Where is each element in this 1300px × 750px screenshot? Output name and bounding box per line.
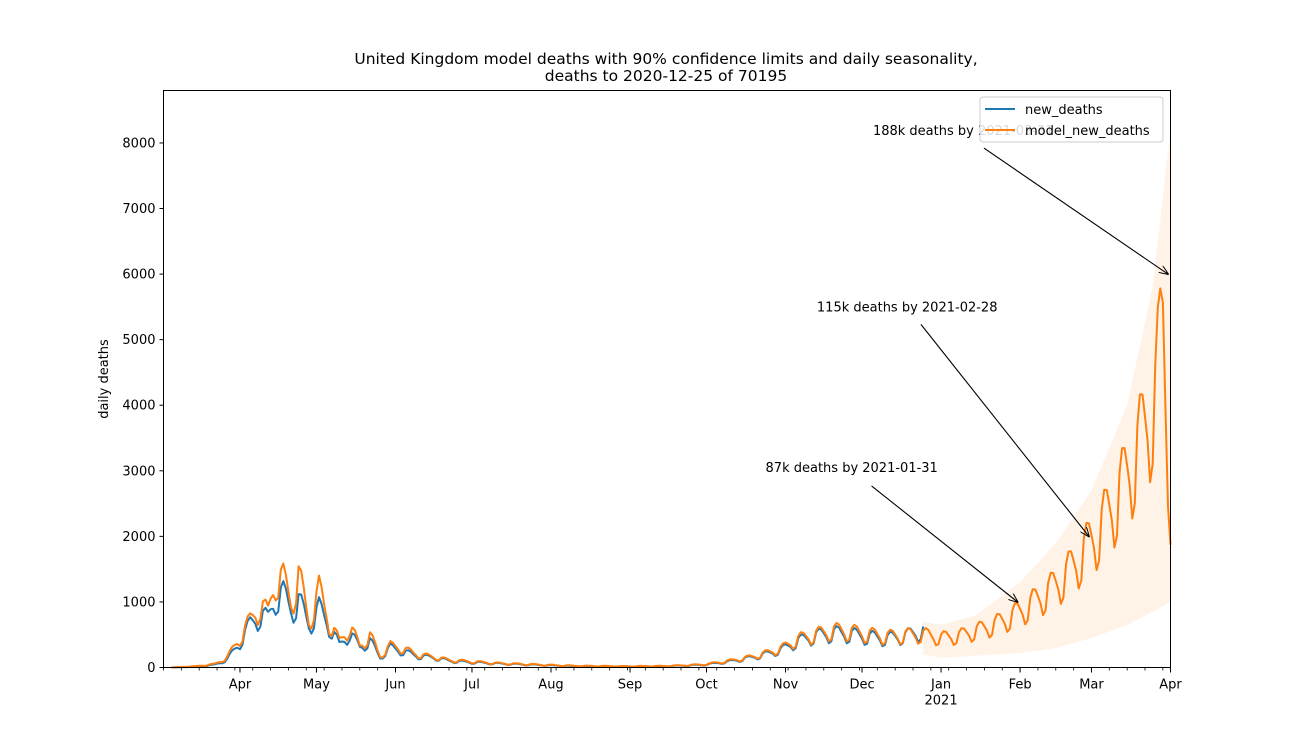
legend-label-model-new-deaths: model_new_deaths	[1025, 124, 1150, 139]
annotation-arrow	[983, 147, 1168, 274]
x-tick-label: Aug	[538, 678, 563, 693]
y-tick-label: 5000	[122, 333, 155, 348]
y-axis: 0 1000 2000 3000 4000 5000 6000 7000 8000	[122, 136, 164, 676]
y-axis-label: daily deaths	[97, 339, 112, 419]
annotation-label: 87k deaths by 2021-01-31	[766, 461, 938, 476]
x-year-label: 2021	[925, 694, 958, 709]
x-tick-label: Oct	[695, 678, 717, 693]
confidence-band	[923, 129, 1171, 658]
y-tick-label: 6000	[122, 268, 155, 283]
series-line-new-deaths	[171, 580, 925, 669]
annotation-arrow	[920, 324, 1089, 536]
series-line-model-new-deaths	[171, 287, 1172, 669]
x-tick-label: Nov	[773, 678, 799, 693]
chart-title-line2: deaths to 2020-12-25 of 70195	[545, 67, 787, 85]
x-tick-label: Jul	[463, 678, 480, 693]
series-layer	[171, 287, 1172, 669]
x-tick-label: Jun	[384, 678, 405, 693]
y-tick-label: 7000	[122, 202, 155, 217]
x-tick-label: May	[303, 678, 330, 693]
y-tick-label: 8000	[122, 136, 155, 151]
x-tick-label: Feb	[1009, 678, 1032, 693]
x-tick-label: Apr	[1159, 678, 1182, 693]
x-tick-label: Jan	[930, 678, 951, 693]
legend[interactable]: new_deaths model_new_deaths	[979, 96, 1164, 143]
plot-frame	[163, 90, 1171, 668]
x-tick-label: Mar	[1079, 678, 1104, 693]
y-tick-label: 2000	[122, 530, 155, 545]
y-tick-label: 3000	[122, 464, 155, 479]
chart-title-line1: United Kingdom model deaths with 90% con…	[354, 50, 977, 68]
x-tick-label: Apr	[229, 678, 252, 693]
y-tick-label: 0	[147, 661, 155, 676]
legend-box	[979, 96, 1164, 143]
y-tick-label: 1000	[122, 595, 155, 610]
legend-label-new-deaths: new_deaths	[1025, 103, 1103, 118]
annotation-label: 115k deaths by 2021-02-28	[817, 300, 998, 315]
x-tick-label: Dec	[849, 678, 874, 693]
annotation-arrow	[871, 485, 1018, 602]
y-tick-label: 4000	[122, 399, 155, 414]
confidence-band-layer	[923, 129, 1171, 658]
x-tick-label: Sep	[618, 678, 643, 693]
